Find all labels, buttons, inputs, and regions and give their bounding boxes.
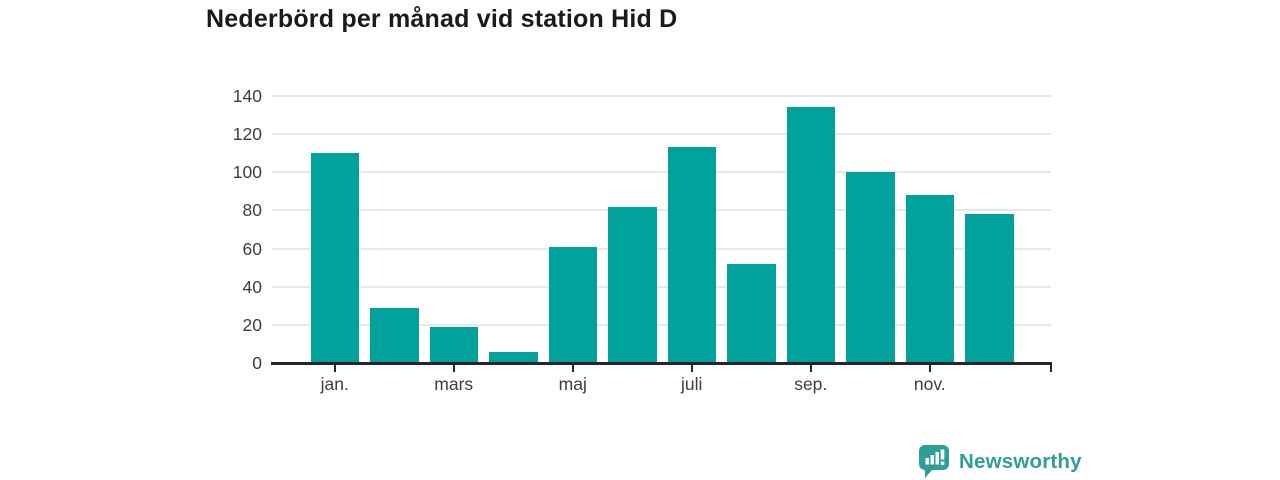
- y-axis-tick-label: 140: [232, 86, 262, 106]
- x-axis-tick-label: mars: [434, 374, 474, 394]
- x-axis-tick-label: juli: [681, 374, 703, 394]
- bar-month-3: [429, 326, 478, 363]
- y-gridline: [272, 133, 1051, 136]
- y-axis-tick-label: 100: [232, 162, 262, 183]
- bar-month-2: [370, 307, 419, 363]
- y-axis-tick-label: 120: [232, 124, 262, 145]
- y-axis-tick-label: 40: [242, 276, 262, 297]
- newsworthy-branding: Newsworthy: [919, 445, 1082, 478]
- bar-month-11: [905, 195, 954, 363]
- x-axis-tick: [571, 364, 574, 372]
- y-axis-tick-label: 60: [242, 238, 262, 259]
- x-axis-tick: [928, 364, 931, 372]
- x-axis-tick: [809, 364, 812, 372]
- chart-title: Nederbörd per månad vid station Hid D: [206, 5, 678, 33]
- bar-month-12: [965, 214, 1014, 363]
- y-axis-tick-label: 20: [242, 314, 262, 335]
- y-axis-tick-label: 0: [252, 353, 262, 373]
- newsworthy-logo-text: Newsworthy: [959, 449, 1082, 473]
- y-gridline: [272, 95, 1051, 97]
- y-gridline: [272, 209, 1051, 212]
- bar-month-6: [608, 206, 657, 363]
- bar-month-5: [548, 246, 597, 363]
- newsworthy-logo-icon: [919, 445, 949, 478]
- x-axis-line: [271, 362, 1052, 365]
- y-axis-tick-label: 80: [242, 200, 262, 221]
- x-axis-tick-label: nov.: [913, 374, 946, 394]
- bar-month-8: [727, 263, 776, 363]
- bar-month-1: [310, 153, 359, 363]
- y-gridline: [272, 247, 1051, 250]
- x-axis-tick-label: jan.: [320, 374, 349, 394]
- y-gridline: [272, 285, 1051, 288]
- bar-month-7: [667, 147, 716, 363]
- x-axis-tick-label: maj: [558, 374, 587, 394]
- x-axis-tick: [690, 364, 693, 372]
- bar-month-10: [846, 172, 895, 363]
- x-axis-end-tick: [1050, 363, 1052, 372]
- x-axis-tick-label: sep.: [794, 374, 828, 394]
- y-gridline: [272, 323, 1051, 326]
- x-axis-tick: [333, 364, 336, 372]
- bar-month-4: [489, 351, 538, 363]
- x-axis-tick: [452, 364, 455, 372]
- y-gridline: [272, 171, 1051, 174]
- bar-month-9: [786, 107, 835, 363]
